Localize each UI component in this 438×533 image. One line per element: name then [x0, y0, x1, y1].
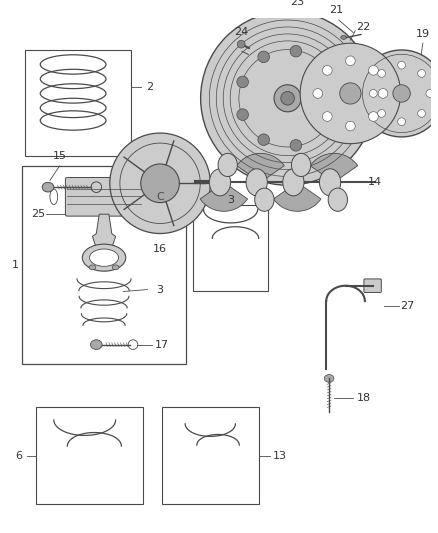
Ellipse shape [141, 164, 180, 203]
Text: 19: 19 [416, 29, 430, 38]
Ellipse shape [82, 244, 126, 271]
Ellipse shape [137, 190, 147, 204]
Wedge shape [237, 154, 284, 182]
Circle shape [290, 140, 302, 151]
Ellipse shape [89, 249, 119, 266]
Polygon shape [92, 214, 116, 248]
Circle shape [318, 123, 330, 135]
Circle shape [369, 66, 378, 75]
Ellipse shape [246, 169, 267, 196]
Ellipse shape [110, 133, 210, 233]
Text: 18: 18 [357, 393, 371, 403]
Circle shape [318, 62, 330, 74]
Ellipse shape [281, 92, 294, 105]
Text: 25: 25 [31, 209, 46, 219]
Bar [22, 166, 186, 364]
Wedge shape [200, 182, 247, 211]
Circle shape [290, 45, 302, 57]
Text: 1: 1 [12, 261, 19, 270]
Text: 6: 6 [15, 451, 22, 461]
Ellipse shape [112, 265, 119, 270]
Circle shape [426, 90, 434, 98]
Ellipse shape [300, 43, 401, 144]
Circle shape [369, 112, 378, 122]
Circle shape [418, 70, 425, 77]
Wedge shape [310, 154, 358, 182]
Text: 27: 27 [400, 301, 414, 311]
Ellipse shape [255, 188, 274, 211]
Text: 23: 23 [290, 0, 304, 7]
Circle shape [346, 122, 355, 131]
Ellipse shape [393, 85, 410, 102]
Circle shape [370, 90, 377, 98]
Text: 2: 2 [146, 82, 153, 92]
Circle shape [258, 51, 269, 63]
Circle shape [237, 109, 248, 120]
Text: C: C [156, 192, 164, 202]
Circle shape [322, 112, 332, 122]
Ellipse shape [324, 375, 334, 382]
Wedge shape [273, 182, 321, 211]
Ellipse shape [283, 169, 304, 196]
Text: 3: 3 [156, 285, 163, 295]
Text: 21: 21 [329, 5, 343, 15]
Circle shape [313, 88, 322, 98]
Ellipse shape [89, 265, 96, 270]
Circle shape [322, 66, 332, 75]
Text: 3: 3 [227, 195, 234, 205]
Text: 14: 14 [367, 177, 381, 187]
Circle shape [378, 110, 385, 117]
Bar [36, 407, 143, 504]
Ellipse shape [351, 90, 361, 98]
FancyBboxPatch shape [132, 188, 152, 206]
Circle shape [398, 118, 406, 126]
Bar [25, 50, 131, 156]
FancyBboxPatch shape [364, 279, 381, 293]
Ellipse shape [341, 36, 346, 39]
Circle shape [346, 56, 355, 66]
Bar [162, 407, 258, 504]
Circle shape [237, 41, 245, 48]
Ellipse shape [91, 340, 102, 350]
Circle shape [418, 110, 425, 117]
Text: 13: 13 [273, 451, 287, 461]
Circle shape [378, 70, 385, 77]
Ellipse shape [209, 169, 230, 196]
Ellipse shape [291, 154, 311, 176]
Text: 22: 22 [356, 22, 370, 32]
Ellipse shape [340, 83, 361, 104]
Ellipse shape [328, 188, 347, 211]
FancyBboxPatch shape [65, 177, 143, 216]
Ellipse shape [218, 154, 237, 176]
Text: 15: 15 [53, 151, 67, 161]
Circle shape [258, 134, 269, 146]
Ellipse shape [358, 50, 438, 137]
Bar [193, 205, 268, 292]
Circle shape [330, 93, 341, 104]
Text: 24: 24 [234, 27, 248, 37]
Ellipse shape [201, 11, 374, 185]
Text: 16: 16 [153, 244, 167, 254]
Circle shape [398, 61, 406, 69]
Ellipse shape [42, 182, 54, 192]
Ellipse shape [319, 169, 341, 196]
Circle shape [378, 88, 388, 98]
Ellipse shape [274, 85, 301, 112]
Circle shape [237, 76, 248, 88]
Text: 17: 17 [155, 340, 169, 350]
